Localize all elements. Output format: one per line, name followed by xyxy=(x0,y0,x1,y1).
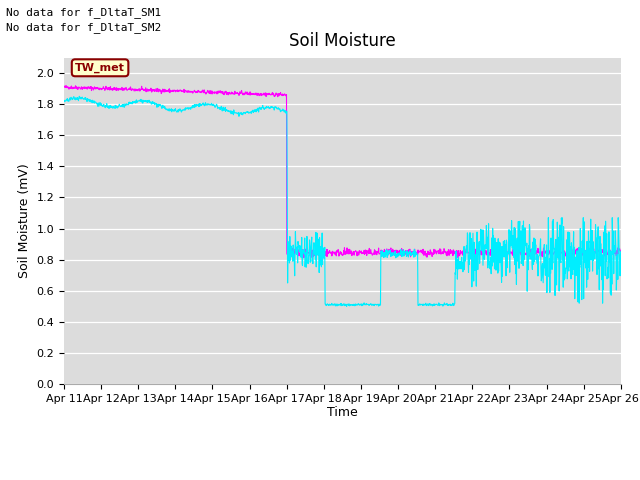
Title: Soil Moisture: Soil Moisture xyxy=(289,33,396,50)
Text: No data for f_DltaT_SM1: No data for f_DltaT_SM1 xyxy=(6,7,162,18)
Y-axis label: Soil Moisture (mV): Soil Moisture (mV) xyxy=(18,163,31,278)
Text: No data for f_DltaT_SM2: No data for f_DltaT_SM2 xyxy=(6,22,162,33)
Text: TW_met: TW_met xyxy=(75,63,125,73)
X-axis label: Time: Time xyxy=(327,407,358,420)
